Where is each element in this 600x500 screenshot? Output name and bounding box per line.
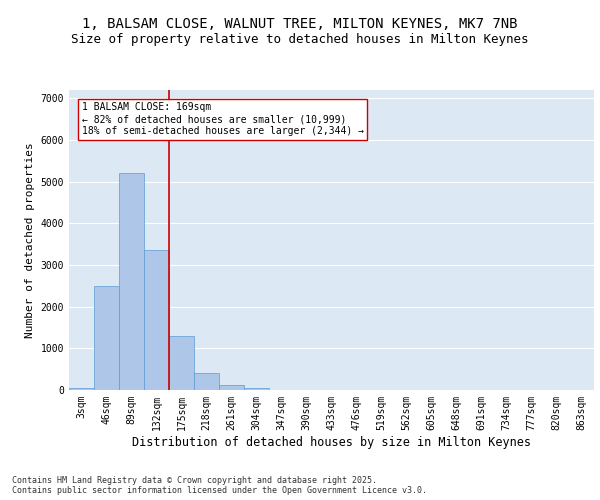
Bar: [94, 286, 119, 390]
Text: Size of property relative to detached houses in Milton Keynes: Size of property relative to detached ho…: [71, 32, 529, 46]
Bar: [169, 336, 194, 390]
Text: 1, BALSAM CLOSE, WALNUT TREE, MILTON KEYNES, MK7 7NB: 1, BALSAM CLOSE, WALNUT TREE, MILTON KEY…: [82, 18, 518, 32]
Bar: [194, 374, 219, 390]
Bar: [69, 388, 94, 390]
Bar: [144, 250, 169, 390]
Y-axis label: Number of detached properties: Number of detached properties: [25, 142, 35, 338]
Text: 1 BALSAM CLOSE: 169sqm
← 82% of detached houses are smaller (10,999)
18% of semi: 1 BALSAM CLOSE: 169sqm ← 82% of detached…: [82, 102, 364, 136]
Bar: [244, 388, 269, 390]
Bar: [119, 174, 144, 390]
Text: Contains HM Land Registry data © Crown copyright and database right 2025.
Contai: Contains HM Land Registry data © Crown c…: [12, 476, 427, 495]
X-axis label: Distribution of detached houses by size in Milton Keynes: Distribution of detached houses by size …: [132, 436, 531, 448]
Bar: [219, 385, 244, 390]
